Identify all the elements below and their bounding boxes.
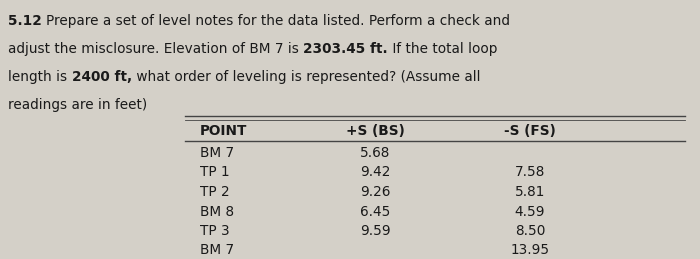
Text: 8.50: 8.50 bbox=[514, 224, 545, 238]
Text: BM 7: BM 7 bbox=[200, 146, 234, 160]
Text: 5.12: 5.12 bbox=[8, 14, 46, 28]
Text: TP 3: TP 3 bbox=[200, 224, 230, 238]
Text: 7.58: 7.58 bbox=[514, 166, 545, 179]
Text: Prepare a set of level notes for the data listed. Perform a check and: Prepare a set of level notes for the dat… bbox=[46, 14, 510, 28]
Text: 6.45: 6.45 bbox=[360, 205, 390, 219]
Text: If the total loop: If the total loop bbox=[388, 42, 497, 56]
Text: 2400 ft,: 2400 ft, bbox=[71, 70, 132, 84]
Text: TP 2: TP 2 bbox=[200, 185, 230, 199]
Text: 9.42: 9.42 bbox=[360, 166, 390, 179]
Text: 2303.45 ft.: 2303.45 ft. bbox=[303, 42, 388, 56]
Text: adjust the misclosure. Elevation of BM 7 is: adjust the misclosure. Elevation of BM 7… bbox=[8, 42, 303, 56]
Text: -S (FS): -S (FS) bbox=[504, 124, 556, 138]
Text: BM 8: BM 8 bbox=[200, 205, 234, 219]
Text: what order of leveling is represented? (Assume all: what order of leveling is represented? (… bbox=[132, 70, 480, 84]
Text: TP 1: TP 1 bbox=[200, 166, 230, 179]
Text: readings are in feet): readings are in feet) bbox=[8, 98, 147, 112]
Text: length is: length is bbox=[8, 70, 71, 84]
Text: 5.81: 5.81 bbox=[514, 185, 545, 199]
Text: 4.59: 4.59 bbox=[514, 205, 545, 219]
Text: POINT: POINT bbox=[200, 124, 247, 138]
Text: +S (BS): +S (BS) bbox=[346, 124, 405, 138]
Text: 9.59: 9.59 bbox=[360, 224, 391, 238]
Text: 13.95: 13.95 bbox=[510, 243, 550, 257]
Text: 5.68: 5.68 bbox=[360, 146, 390, 160]
Text: BM 7: BM 7 bbox=[200, 243, 234, 257]
Text: 9.26: 9.26 bbox=[360, 185, 390, 199]
